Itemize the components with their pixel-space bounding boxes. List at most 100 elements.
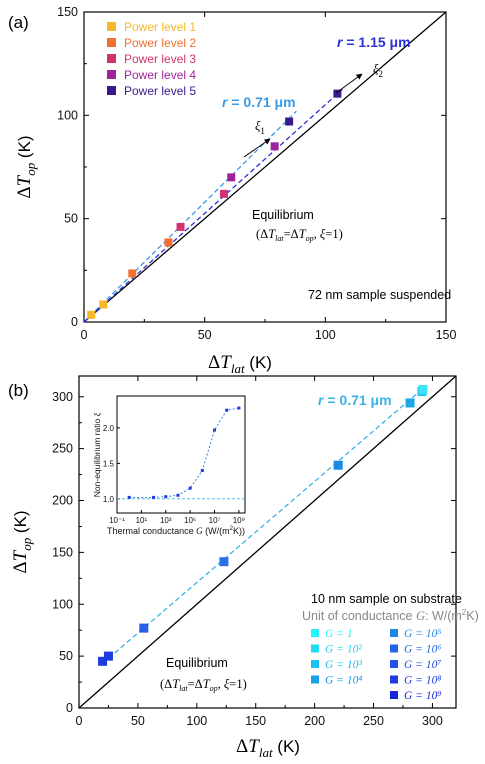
legend-marker-b [311, 675, 319, 684]
annotation-xi2: ξ2 [373, 62, 383, 79]
legend-label-a: Power level 3 [124, 52, 196, 66]
panel-label-b: (b) [8, 381, 29, 400]
legend-marker-b [390, 644, 398, 653]
data-point-b [139, 623, 149, 633]
legend-label-b: G = 10⁵ [404, 628, 441, 640]
data-point-b [103, 651, 113, 661]
inset-chart: 10⁻¹ 10¹ 10³ 10⁵ 10⁷ 10⁹ 1.0 1.5 2.0 Thermal con… [92, 395, 246, 536]
y-tick-label-a: 50 [64, 212, 78, 226]
legend-label-b: G = 10⁷ [404, 659, 441, 671]
y-tick-label-b: 0 [66, 701, 73, 715]
legend-marker-b [390, 660, 398, 668]
panel-b: (b) 0 50 100 150 200 250 300 0 50 100 150 200 250 300… [8, 375, 479, 760]
inset-point [188, 486, 192, 490]
x-tick-label-a: 50 [198, 328, 212, 342]
inset-points [127, 406, 241, 499]
legend-marker-a [107, 70, 116, 79]
legend-label-b: G = 10³ [325, 659, 362, 671]
legend-title-b: 10 nm sample on substrate [311, 592, 462, 606]
legend-marker-a [107, 22, 116, 31]
x-tick-label-a: 0 [81, 328, 88, 342]
data-point-a [176, 222, 185, 231]
data-point-b [405, 398, 415, 408]
inset-ticks: 10⁻¹ 10¹ 10³ 10⁵ 10⁷ 10⁹ 1.0 1.5 2.0 [103, 424, 245, 525]
legend-marker-b [390, 675, 398, 684]
data-point-b [98, 656, 108, 666]
inset-x-tick-label: 10⁷ [209, 516, 221, 525]
y-tick-label-b: 50 [59, 649, 73, 663]
y-tick-label-a: 150 [57, 5, 78, 19]
annotation-sample-a: 72 nm sample suspended [308, 288, 451, 302]
panel-a-xlabel: ΔTlat (K) [208, 352, 272, 376]
data-point-a [164, 238, 173, 247]
x-tick-label-a: 100 [315, 328, 336, 342]
annotation-r-0-71: r = 0.71 μm [222, 94, 296, 110]
y-tick-label-b: 250 [52, 442, 73, 456]
fit-line-a [83, 89, 343, 323]
annotation-xi1: ξ1 [255, 119, 265, 136]
legend-marker-b [390, 691, 398, 699]
x-tick-label-b: 100 [186, 714, 207, 728]
xi1-arrow [243, 138, 271, 158]
legend-marker-b [311, 629, 319, 637]
xi2-arrow [335, 73, 363, 94]
legend-label-b: G = 1 [325, 628, 353, 640]
legend-label-b: G = 10⁶ [404, 644, 441, 656]
panel-b-frame [78, 375, 457, 709]
y-tick-label-a: 0 [71, 315, 78, 329]
inset-y-tick-label: 2.0 [103, 424, 115, 433]
equilibrium-line-a [83, 11, 447, 323]
inset-x-tick-label: 10³ [160, 516, 172, 525]
data-point-a [333, 89, 342, 98]
inset-y-tick-label: 1.5 [103, 459, 115, 468]
legend-label-a: Power level 1 [124, 20, 196, 34]
inset-point [237, 406, 241, 410]
legend-marker-a [107, 54, 116, 63]
x-tick-label-b: 150 [245, 714, 266, 728]
legend-marker-b [311, 644, 319, 653]
x-tick-label-b: 0 [76, 714, 83, 728]
equilibrium-line-b [78, 375, 457, 709]
panel-b-ticks: 0 50 100 150 200 250 300 0 50 100 150 200 250 300 [52, 376, 456, 728]
panel-b-lines [78, 375, 457, 709]
inset-x-tick-label: 10¹ [136, 516, 148, 525]
data-point-b [333, 460, 343, 470]
data-point-b [219, 557, 229, 567]
legend-label-b: G = 10² [325, 644, 362, 656]
x-tick-label-b: 200 [304, 714, 325, 728]
inset-ylabel: Non-equilibrium ratio ξ [92, 412, 102, 497]
panel-a-points [87, 89, 342, 319]
inset-lines [117, 407, 245, 500]
legend-marker-b [311, 660, 319, 668]
fit-line-a [83, 110, 297, 323]
annotation-equilibrium-sub-a: (ΔTlat=ΔTop, ξ=1) [256, 227, 343, 243]
legend-label-a: Power level 5 [124, 84, 196, 98]
legend-marker-a [107, 86, 116, 95]
legend-label-a: Power level 4 [124, 68, 196, 82]
panel-b-ylabel: ΔTop (K) [10, 510, 34, 573]
data-point-b [418, 384, 428, 394]
annotation-r-1-15: r = 1.15 μm [337, 34, 411, 50]
x-tick-label-a: 150 [436, 328, 457, 342]
data-point-a [128, 269, 137, 278]
panel-b-legend: G = 1 G = 10² G = 10³ G = 10⁴ G = 10⁵ G = 10⁶… [311, 628, 441, 702]
y-tick-label-b: 300 [52, 390, 73, 404]
panel-a-ylabel: ΔTop (K) [14, 135, 38, 198]
legend-label-a: Power level 2 [124, 36, 196, 50]
annotation-equilibrium-b: Equilibrium [166, 656, 228, 670]
panel-b-points [98, 384, 428, 666]
inset-point [176, 493, 180, 497]
data-point-a [99, 300, 108, 309]
panel-label-a: (a) [8, 13, 29, 32]
legend-label-b: G = 10⁴ [325, 675, 362, 687]
inset-xlabel: Thermal conductance G (W/(m2K)) [107, 526, 245, 536]
legend-subtitle-b: Unit of conductance G: W/(m2K) [302, 608, 479, 623]
y-tick-label-b: 200 [52, 494, 73, 508]
annotation-equilibrium-sub-b: (ΔTlat=ΔTop, ξ=1) [160, 677, 247, 693]
y-tick-label-a: 100 [57, 108, 78, 122]
inset-point [225, 408, 229, 412]
y-tick-label-b: 150 [52, 545, 73, 559]
inset-x-tick-label: 10⁵ [184, 516, 196, 525]
inset-point [127, 495, 131, 499]
